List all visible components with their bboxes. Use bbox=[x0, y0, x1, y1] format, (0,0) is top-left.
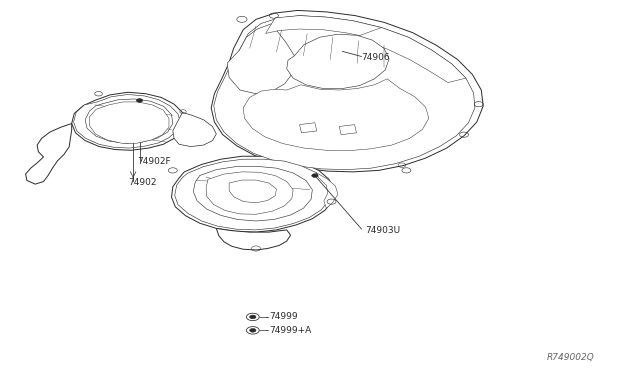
Polygon shape bbox=[216, 228, 291, 250]
Polygon shape bbox=[300, 123, 317, 133]
Text: 74999+A: 74999+A bbox=[269, 326, 311, 335]
Polygon shape bbox=[211, 10, 483, 172]
Polygon shape bbox=[206, 172, 293, 214]
Circle shape bbox=[250, 315, 256, 319]
Text: R749002Q: R749002Q bbox=[547, 353, 595, 362]
Polygon shape bbox=[172, 156, 334, 232]
Polygon shape bbox=[90, 102, 169, 143]
Text: 74999: 74999 bbox=[269, 312, 298, 321]
Polygon shape bbox=[193, 166, 312, 221]
Polygon shape bbox=[72, 92, 186, 150]
Circle shape bbox=[246, 327, 259, 334]
Polygon shape bbox=[214, 16, 475, 170]
Circle shape bbox=[246, 313, 259, 321]
Polygon shape bbox=[85, 99, 173, 143]
Polygon shape bbox=[243, 79, 429, 151]
Polygon shape bbox=[173, 112, 216, 147]
Circle shape bbox=[312, 174, 318, 177]
Polygon shape bbox=[227, 24, 294, 94]
Polygon shape bbox=[175, 159, 330, 230]
Polygon shape bbox=[355, 28, 466, 83]
Polygon shape bbox=[74, 94, 180, 148]
Text: 74902: 74902 bbox=[128, 178, 157, 187]
Text: 74902F: 74902F bbox=[138, 157, 172, 166]
Polygon shape bbox=[287, 34, 389, 89]
Text: 74903U: 74903U bbox=[365, 226, 400, 235]
Polygon shape bbox=[316, 173, 338, 208]
Polygon shape bbox=[266, 16, 381, 37]
Text: 74906: 74906 bbox=[362, 53, 390, 62]
Circle shape bbox=[136, 99, 143, 102]
Polygon shape bbox=[339, 125, 356, 135]
Circle shape bbox=[250, 328, 256, 332]
Polygon shape bbox=[229, 180, 276, 203]
Polygon shape bbox=[26, 124, 72, 184]
